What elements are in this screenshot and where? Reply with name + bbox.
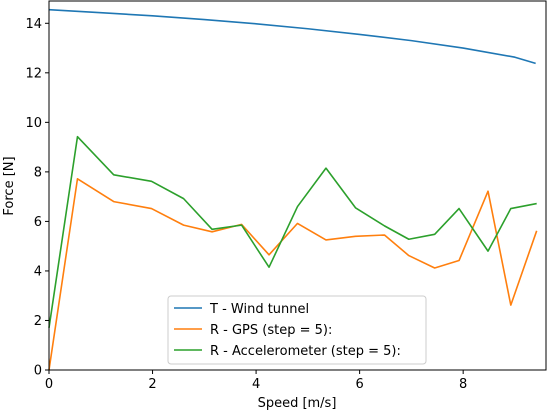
series-line-1: [48, 178, 538, 371]
x-tick-label: 0: [45, 377, 53, 392]
y-tick-label: 10: [25, 116, 42, 131]
x-axis-ticks: 0 2 4 6 8: [45, 370, 467, 392]
legend-entry-2: R - Accelerometer (step = 5):: [210, 344, 401, 359]
y-tick-label: 14: [25, 17, 42, 32]
series-line-0: [48, 8, 536, 65]
legend-box: [167, 295, 427, 365]
y-tick-label: 2: [34, 314, 42, 329]
x-axis-label: Speed [m/s]: [258, 396, 337, 411]
y-tick-label: 8: [34, 165, 42, 180]
y-tick-label: 0: [34, 364, 42, 379]
y-axis-label: Force [N]: [2, 156, 17, 215]
series-line-2: [48, 135, 537, 329]
y-tick-label: 12: [25, 66, 42, 81]
legend-entry-1: R - GPS (step = 5):: [210, 323, 332, 338]
plot-frame: [48, 0, 547, 371]
legend: T - Wind tunnel R - GPS (step = 5): R - Ac…: [167, 295, 427, 365]
x-tick-label: 6: [355, 377, 363, 392]
plot-lines: [48, 8, 538, 371]
y-tick-label: 4: [34, 264, 42, 279]
legend-entry-0: T - Wind tunnel: [209, 302, 309, 317]
x-tick-label: 8: [459, 377, 467, 392]
y-tick-label: 6: [34, 215, 42, 230]
y-axis-ticks: 0 2 4 6 8 10 12 14: [25, 17, 49, 379]
x-tick-label: 2: [148, 377, 156, 392]
x-tick-label: 4: [252, 377, 260, 392]
